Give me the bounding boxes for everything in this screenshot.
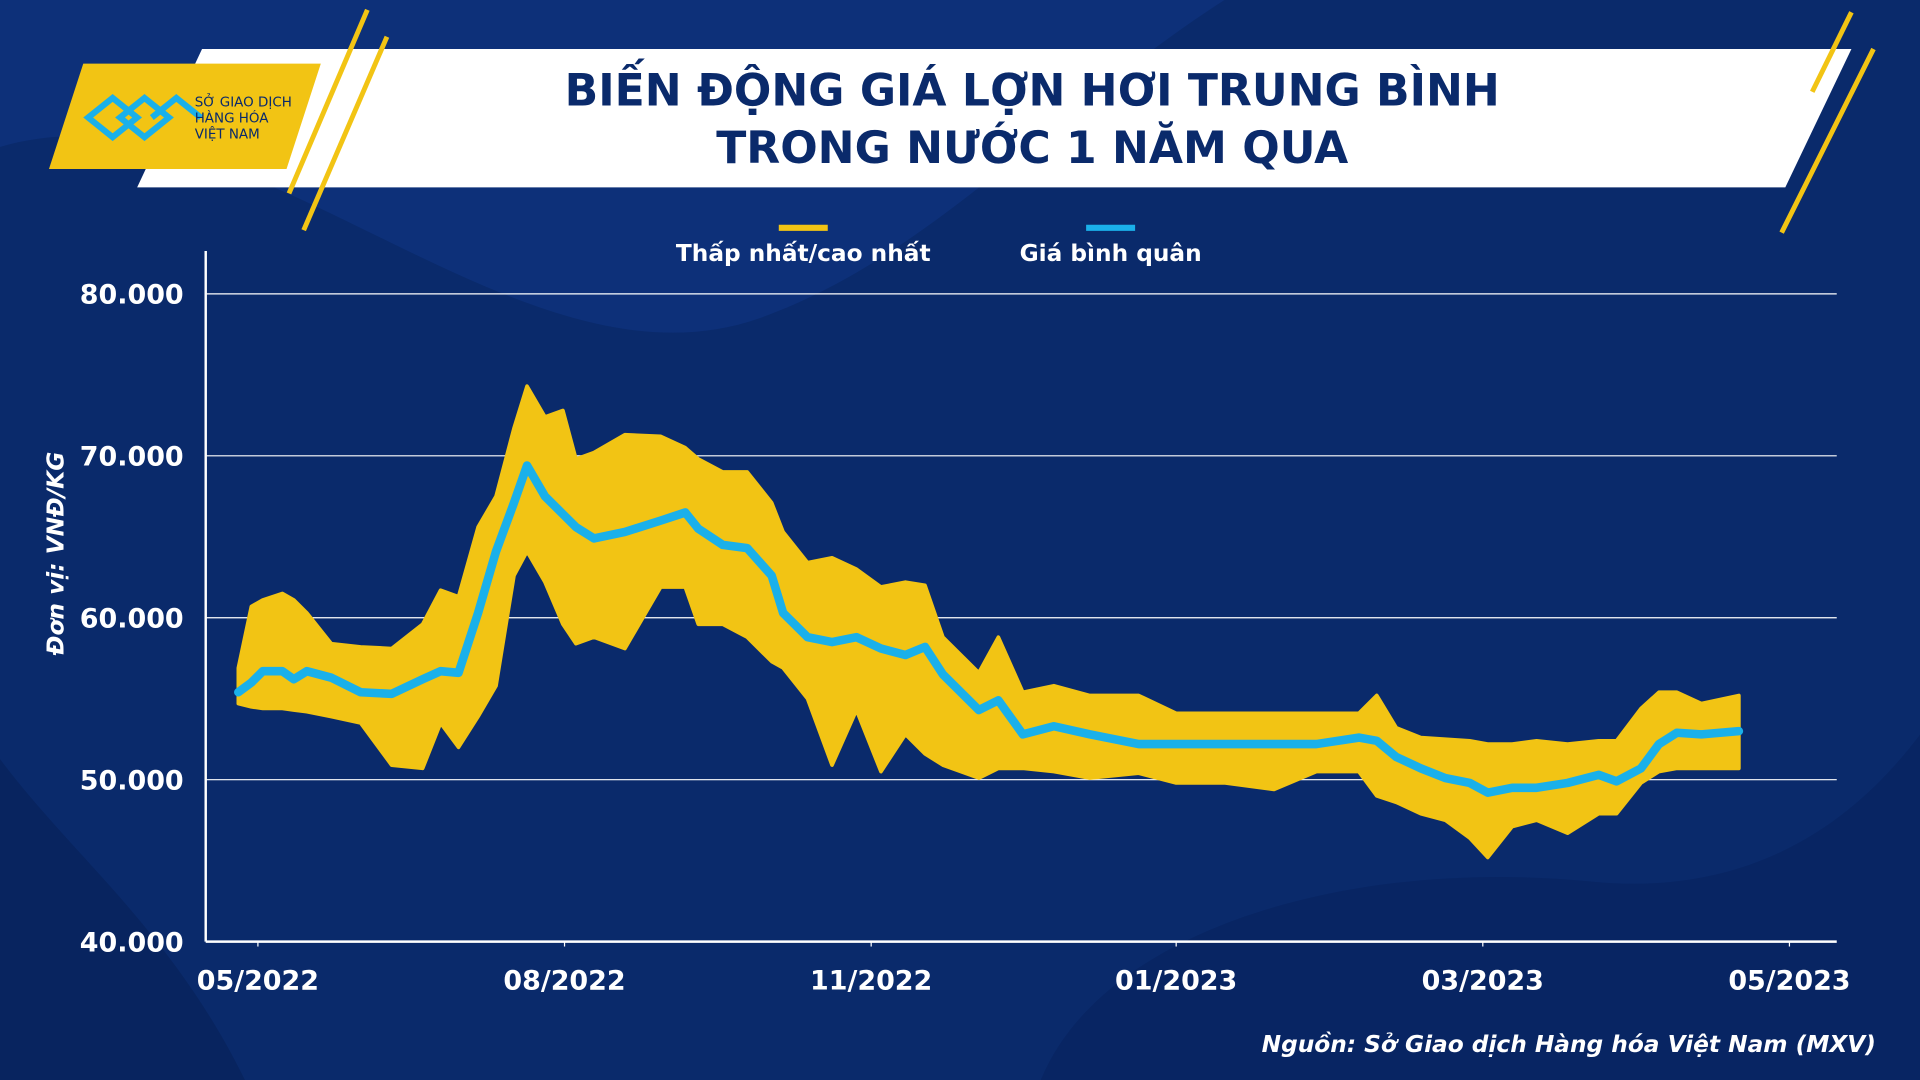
y-tick-label: 50.000 <box>80 765 184 796</box>
legend-label: Thấp nhất/cao nhất <box>676 240 931 267</box>
y-tick-label: 40.000 <box>80 927 184 958</box>
x-tick-label: 05/2022 <box>197 965 319 996</box>
y-tick-label: 70.000 <box>80 442 184 473</box>
x-tick-label: 05/2023 <box>1728 965 1850 996</box>
logo-box <box>48 63 321 169</box>
plot <box>234 384 1744 860</box>
title-banner <box>137 48 1852 188</box>
y-tick-label: 80.000 <box>80 280 184 311</box>
logo-text: HÀNG HÓA <box>195 108 270 126</box>
logo-text: SỞ GIAO DỊCH <box>195 92 292 111</box>
x-tick-label: 08/2022 <box>503 965 625 996</box>
average-line <box>234 461 1744 797</box>
decor-stripe <box>1810 11 1854 93</box>
source: Nguồn: Sở Giao dịch Hàng hóa Việt Nam (M… <box>1262 1031 1876 1058</box>
bg-shape <box>1040 734 1920 1080</box>
x-tick-label: 03/2023 <box>1422 965 1544 996</box>
y-tick-label: 60.000 <box>80 604 184 635</box>
y-axis-label: Đơn vị: VNĐ/KG <box>43 452 70 656</box>
decor-stripe <box>286 8 370 195</box>
logo-text: VIỆT NAM <box>195 124 260 142</box>
legend: Thấp nhất/cao nhất Giá bình quân <box>676 224 1202 267</box>
decor-stripe <box>301 35 390 232</box>
decor-stripe <box>1779 47 1876 234</box>
chart-title: TRONG NƯỚC 1 NĂM QUA <box>716 121 1348 174</box>
legend-label: Giá bình quân <box>1020 240 1202 267</box>
x-tick-label: 01/2023 <box>1115 965 1237 996</box>
logo-mark <box>83 94 203 142</box>
bg-shape <box>0 759 245 1080</box>
chart-title: BIẾN ĐỘNG GIÁ LỢN HƠI TRUNG BÌNH <box>565 58 1500 116</box>
x-tick-label: 11/2022 <box>810 965 932 996</box>
